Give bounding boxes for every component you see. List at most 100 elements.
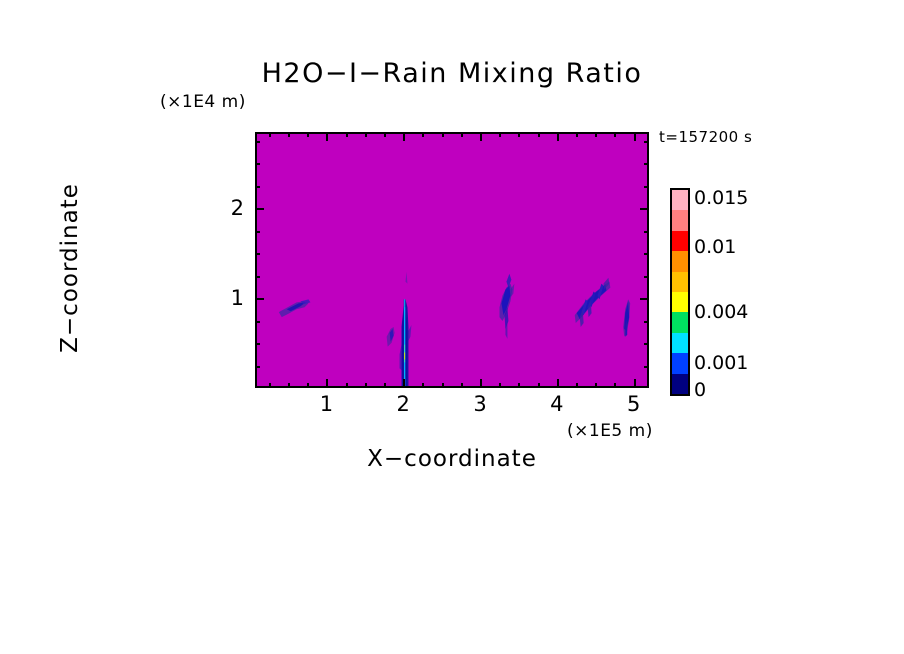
x-tick	[614, 383, 617, 388]
y-tick	[255, 140, 260, 143]
colorbar-band	[672, 271, 688, 292]
x-tick-top	[576, 132, 579, 137]
x-tick-top	[556, 132, 559, 141]
x-tick-top	[518, 132, 521, 137]
x-tick	[441, 383, 444, 388]
y-tick	[255, 365, 260, 368]
feature-plume-x3p3	[499, 273, 515, 339]
y-tick-right	[644, 343, 649, 346]
y-tick	[255, 298, 264, 301]
x-tick-top	[633, 132, 636, 141]
colorbar-band	[672, 291, 688, 313]
y-tick	[255, 253, 260, 256]
x-tick	[268, 383, 271, 388]
y-tick-right	[644, 320, 649, 323]
x-tick-label: 5	[626, 392, 641, 416]
colorbar-band	[672, 353, 688, 374]
x-tick-top	[441, 132, 444, 137]
y-tick	[255, 185, 260, 188]
x-tick	[403, 379, 406, 388]
x-tick-top	[384, 132, 387, 137]
colorbar-band	[672, 332, 688, 354]
y-tick-right	[644, 253, 649, 256]
x-tick-top	[422, 132, 425, 137]
chart-title: H2O−I−Rain Mixing Ratio	[261, 58, 643, 89]
rain-mixing-ratio-field	[257, 134, 647, 386]
x-tick-label: 1	[319, 392, 334, 416]
y-tick-right	[644, 275, 649, 278]
feature-column-x2-main	[399, 271, 412, 386]
x-tick-label: 2	[396, 392, 410, 416]
x-tick	[288, 383, 291, 388]
y-tick-right	[644, 163, 649, 166]
x-tick	[556, 379, 559, 388]
x-tick-top	[614, 132, 617, 137]
x-tick	[480, 379, 483, 388]
y-tick	[255, 163, 260, 166]
colorbar-tick-label: 0.001	[694, 352, 749, 375]
x-axis-title: X−coordinate	[367, 446, 537, 472]
x-tick-top	[403, 132, 406, 141]
time-annotation: t=157200 s	[659, 128, 753, 146]
x-tick-top	[460, 132, 463, 137]
x-tick	[499, 383, 502, 388]
feature-blob-x1p75	[386, 326, 395, 347]
x-tick	[595, 383, 598, 388]
x-tick-top	[595, 132, 598, 137]
x-tick	[576, 383, 579, 388]
x-tick	[537, 383, 540, 388]
y-tick-right	[644, 185, 649, 188]
x-tick-top	[480, 132, 483, 141]
x-axis-unit-label: (×1E5 m)	[567, 421, 653, 441]
x-tick-top	[499, 132, 502, 137]
colorbar-tick-label: 0.01	[694, 236, 737, 259]
y-tick	[255, 208, 264, 211]
x-tick-top	[326, 132, 329, 141]
colorbar-band	[672, 373, 688, 394]
x-tick-top	[537, 132, 540, 137]
x-tick-top	[288, 132, 291, 137]
plot-area	[255, 132, 649, 388]
colorbar-band	[672, 230, 688, 252]
x-tick-top	[345, 132, 348, 137]
x-tick	[518, 383, 521, 388]
x-tick	[460, 383, 463, 388]
x-tick	[633, 379, 636, 388]
colorbar-band	[672, 210, 688, 231]
y-tick	[255, 343, 260, 346]
x-tick	[422, 383, 425, 388]
y-tick-right	[644, 140, 649, 143]
y-axis-unit-label: (×1E4 m)	[160, 92, 246, 112]
feature-streaks-x4p3	[574, 277, 611, 327]
y-tick	[255, 275, 260, 278]
x-tick-label: 3	[473, 392, 487, 416]
colorbar-band	[672, 190, 688, 211]
colorbar	[670, 188, 690, 396]
x-tick-top	[268, 132, 271, 137]
x-tick-top	[364, 132, 367, 137]
y-tick-right	[644, 365, 649, 368]
colorbar-band	[672, 312, 688, 333]
x-tick-label: 4	[550, 392, 564, 416]
x-tick	[307, 383, 310, 388]
x-tick	[345, 383, 348, 388]
colorbar-tick-label: 0.004	[694, 301, 749, 324]
feature-streak-x4p95	[623, 299, 631, 337]
x-tick-top	[307, 132, 310, 137]
y-tick-right	[640, 208, 649, 211]
y-tick-label: 1	[230, 286, 244, 311]
colorbar-tick-label: 0	[694, 379, 707, 401]
y-tick	[255, 230, 260, 233]
y-tick-right	[640, 298, 649, 301]
x-tick	[364, 383, 367, 388]
y-tick-label: 2	[230, 196, 244, 221]
x-tick	[326, 379, 329, 388]
y-tick	[255, 320, 260, 323]
x-tick	[384, 383, 387, 388]
feature-wisp-left	[278, 299, 311, 318]
colorbar-tick-label: 0.015	[694, 187, 749, 210]
y-tick-right	[644, 230, 649, 233]
y-axis-title: Z−coordinate	[57, 183, 83, 353]
colorbar-band	[672, 251, 688, 272]
